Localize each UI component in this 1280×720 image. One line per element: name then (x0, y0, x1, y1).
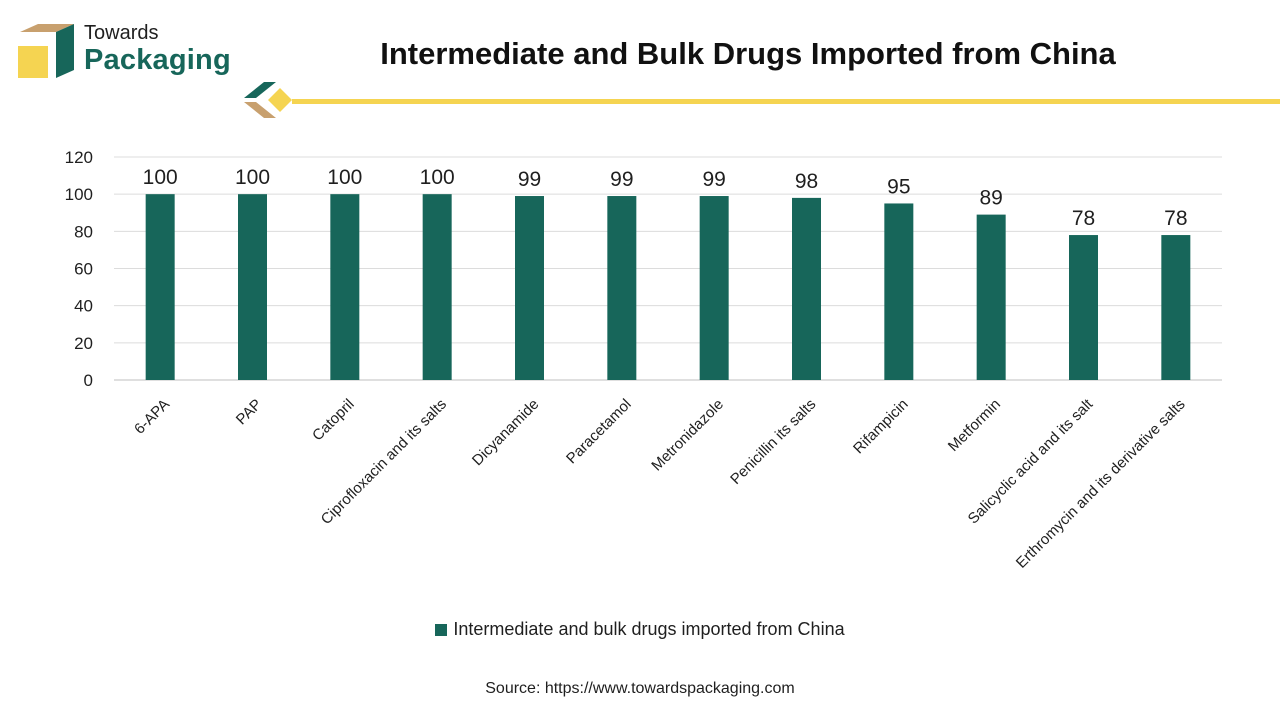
x-tick-label: Penicillin its salts (727, 396, 819, 488)
y-tick-label: 40 (74, 297, 93, 316)
diamond-decoration-icon (244, 82, 292, 118)
bar (1069, 235, 1098, 380)
bar (515, 196, 544, 380)
brand-logo: Towards Packaging (16, 20, 246, 82)
data-label: 95 (887, 175, 910, 198)
bar (607, 196, 637, 380)
brand-name-line2: Packaging (84, 44, 231, 76)
legend-swatch (435, 624, 448, 636)
x-tick-label: Paracetamol (563, 396, 635, 468)
y-tick-label: 120 (65, 148, 93, 167)
bar (792, 197, 821, 380)
data-label: 100 (327, 166, 362, 189)
y-tick-label: 100 (65, 185, 93, 204)
legend: Intermediate and bulk drugs imported fro… (0, 619, 1280, 640)
data-label: 99 (702, 168, 725, 191)
y-tick-label: 80 (74, 222, 93, 241)
x-tick-label: Metformin (945, 396, 1004, 455)
x-tick-label: Metronidazole (648, 396, 727, 475)
bar (699, 196, 729, 380)
data-label: 100 (143, 166, 178, 189)
data-label: 78 (1164, 207, 1187, 230)
bar (884, 203, 914, 380)
x-tick-label: 6-APA (131, 396, 173, 438)
data-label: 100 (420, 166, 455, 189)
bar (238, 194, 267, 380)
data-label: 99 (610, 168, 633, 191)
y-tick-label: 20 (74, 334, 93, 353)
x-tick-label: Rifampicin (850, 396, 912, 458)
data-label: 98 (795, 170, 818, 193)
source-note: Source: https://www.towardspackaging.com (485, 680, 795, 697)
x-tick-label: Erthromycin and its derivative salts (1013, 396, 1189, 572)
bar (145, 194, 175, 380)
y-tick-label: 0 (84, 371, 93, 390)
bar (422, 194, 452, 380)
bar (330, 194, 360, 380)
bar (976, 214, 1006, 380)
chart-title: Intermediate and Bulk Drugs Imported fro… (380, 36, 1116, 71)
title-underline (292, 99, 1280, 104)
x-tick-label: Dicyanamide (469, 396, 542, 469)
x-tick-label: Catopril (309, 396, 358, 445)
data-label: 99 (518, 168, 541, 191)
legend-label: Intermediate and bulk drugs imported fro… (453, 619, 845, 639)
bar (1161, 235, 1191, 380)
data-label: 89 (979, 187, 1002, 210)
data-label: 100 (235, 166, 270, 189)
brand-name-line1: Towards (84, 22, 159, 44)
data-label: 78 (1072, 207, 1095, 230)
x-tick-label: PAP (233, 396, 265, 428)
box-logo-icon (18, 24, 74, 78)
y-tick-label: 60 (74, 260, 93, 279)
